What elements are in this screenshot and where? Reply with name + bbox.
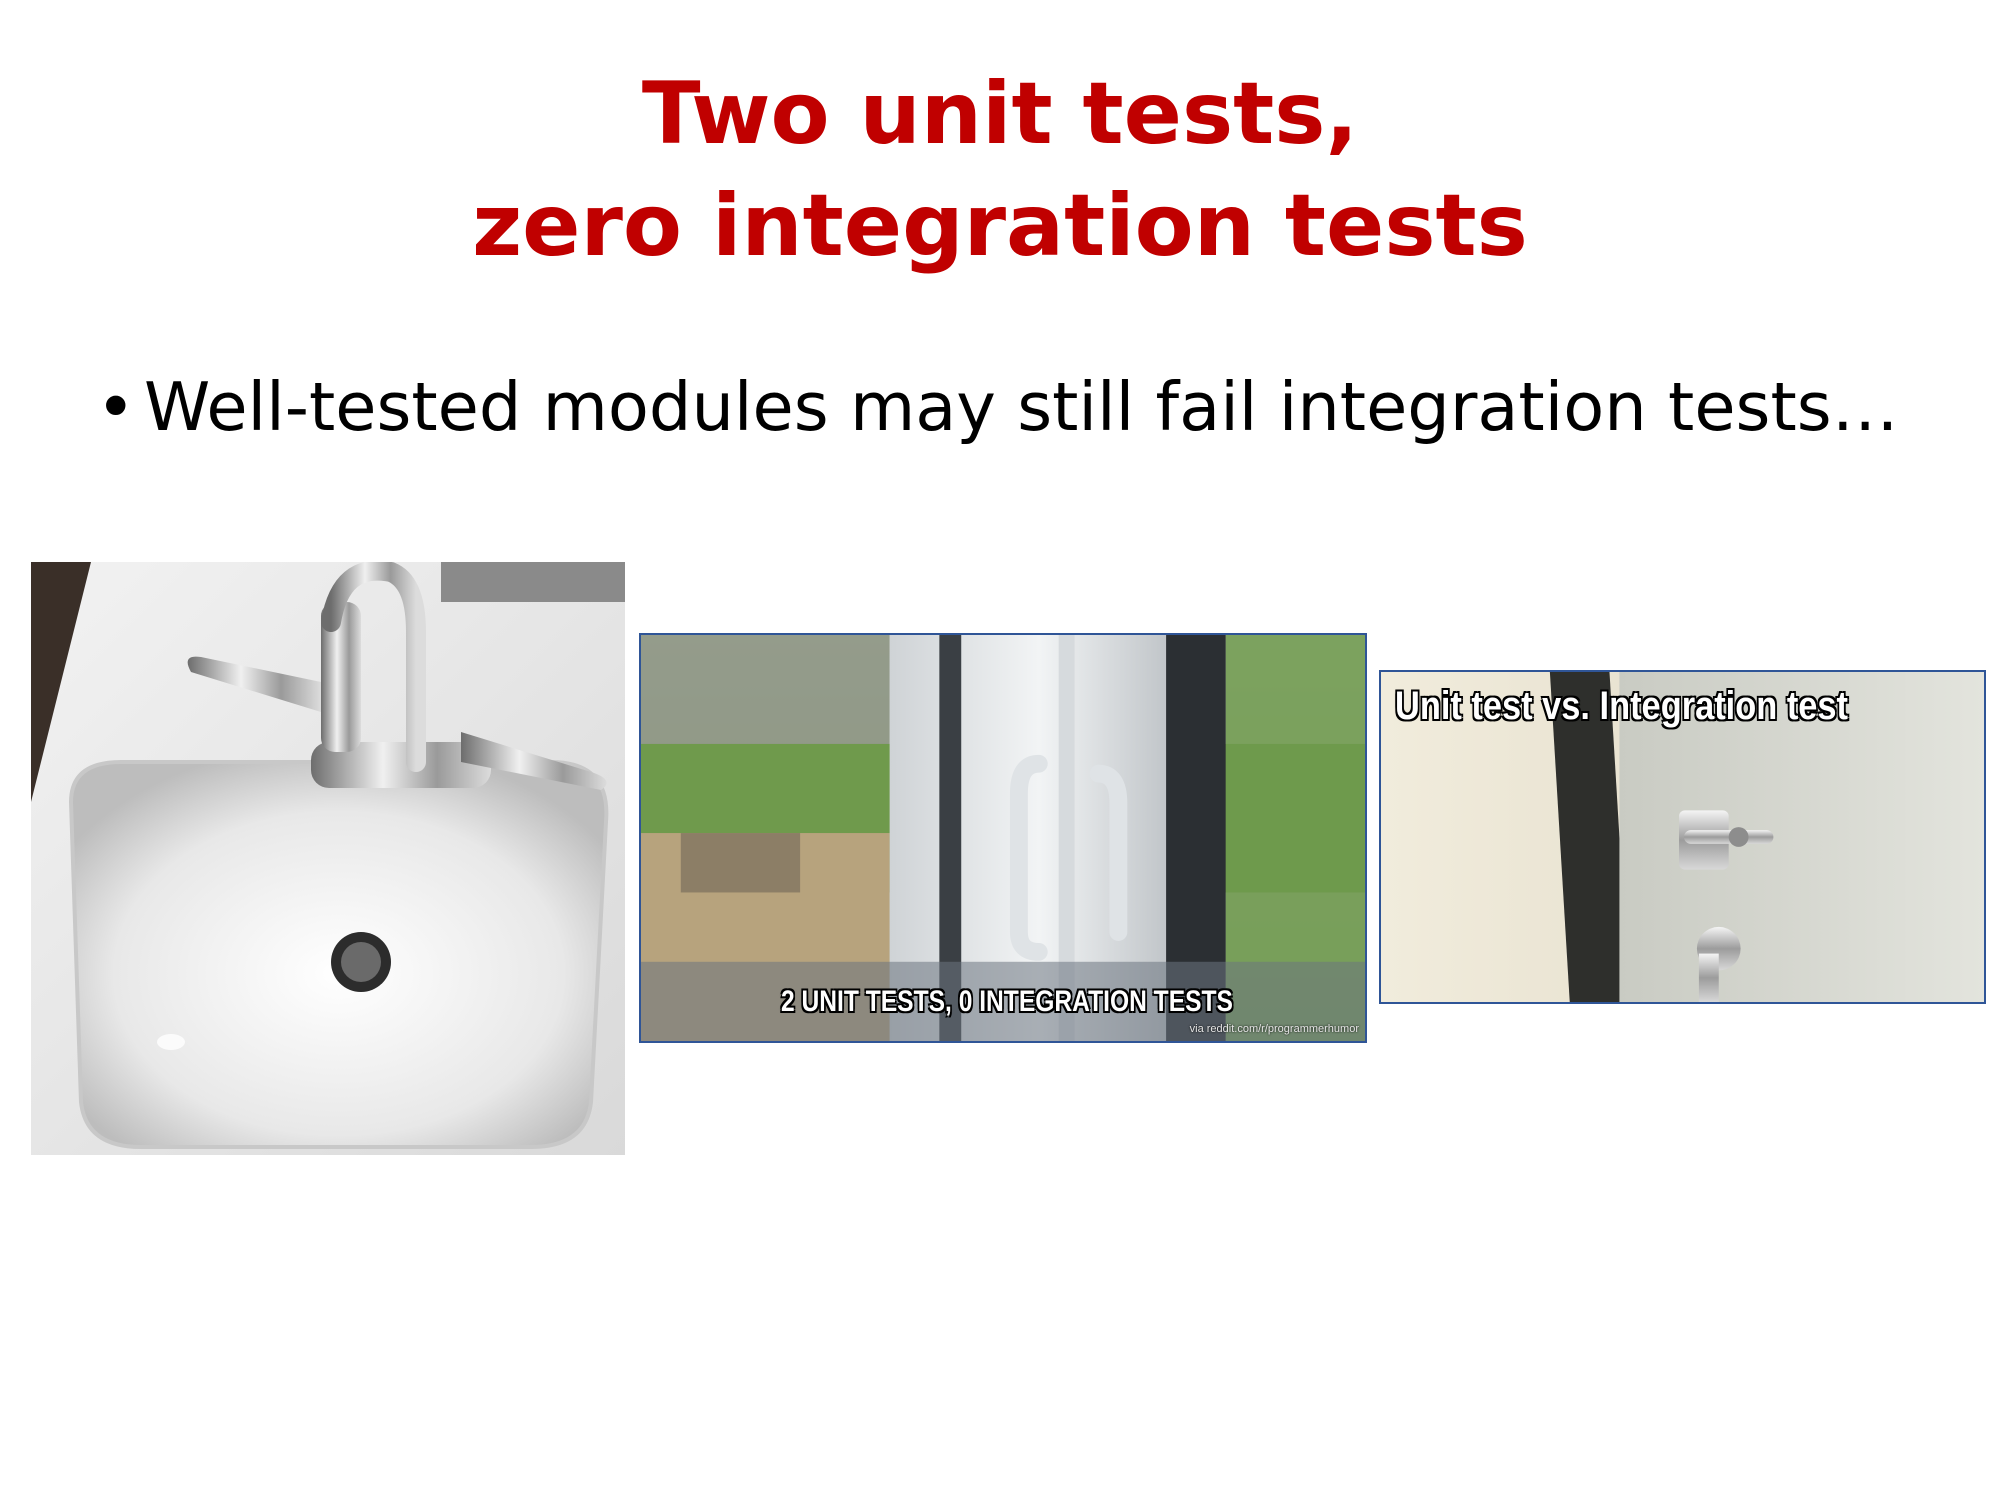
bullet-text: Well-tested modules may still fail integ…: [144, 368, 1899, 446]
bullet-item: • Well-tested modules may still fail int…: [96, 368, 1899, 446]
title-line-1: Two unit tests,: [641, 64, 1359, 164]
sink-image: [31, 562, 625, 1155]
door-photo-icon: [1381, 672, 1984, 1002]
door-image: Unit test vs. Integration test: [1379, 670, 1986, 1004]
sink-photo-icon: [31, 562, 625, 1155]
bullet-list: • Well-tested modules may still fail int…: [96, 368, 1899, 446]
window-image: 2 UNIT TESTS, 0 INTEGRATION TESTS via re…: [639, 633, 1367, 1043]
window-caption: 2 UNIT TESTS, 0 INTEGRATION TESTS: [781, 985, 1233, 1018]
door-caption: Unit test vs. Integration test: [1395, 684, 1849, 728]
window-photo-icon: [641, 635, 1365, 1041]
title-line-2: zero integration tests: [472, 176, 1528, 276]
slide-title: Two unit tests, zero integration tests: [0, 58, 2000, 282]
bullet-marker: •: [96, 368, 136, 446]
window-source: via reddit.com/r/programmerhumor: [1189, 1023, 1359, 1035]
